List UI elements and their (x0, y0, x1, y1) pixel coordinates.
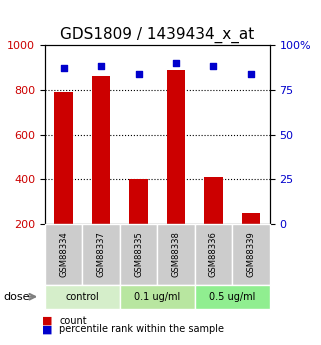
Text: ■: ■ (42, 325, 52, 334)
Point (61, 66, 66, 71)
Text: GSM88334: GSM88334 (59, 231, 68, 277)
Text: GSM88335: GSM88335 (134, 231, 143, 277)
Text: count: count (59, 316, 87, 326)
Point (136, 71, 141, 76)
Bar (167, 70, 185, 224)
Bar (92, 76, 110, 224)
Point (248, 71, 254, 76)
Point (211, 63, 216, 69)
Bar (204, 177, 223, 224)
Text: dose: dose (3, 292, 30, 302)
Text: ■: ■ (42, 316, 52, 326)
Title: GDS1809 / 1439434_x_at: GDS1809 / 1439434_x_at (60, 27, 255, 43)
Bar (54, 92, 73, 224)
Text: GSM88337: GSM88337 (97, 231, 106, 277)
Point (173, 60, 178, 66)
Bar (242, 213, 260, 224)
Point (99, 63, 104, 69)
Text: percentile rank within the sample: percentile rank within the sample (59, 325, 224, 334)
Text: control: control (65, 292, 99, 302)
Text: GSM88339: GSM88339 (247, 231, 256, 277)
Text: 0.1 ug/ml: 0.1 ug/ml (134, 292, 180, 302)
Text: GSM88336: GSM88336 (209, 231, 218, 277)
Text: GSM88338: GSM88338 (171, 231, 180, 277)
Bar (129, 179, 148, 224)
Text: 0.5 ug/ml: 0.5 ug/ml (209, 292, 256, 302)
